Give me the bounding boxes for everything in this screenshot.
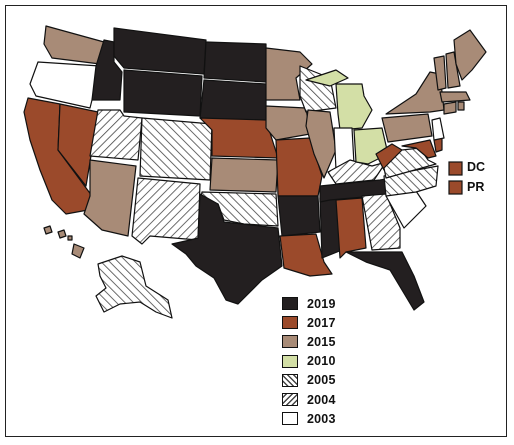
state-ak: [95, 255, 173, 319]
legend-item: 2004: [282, 390, 336, 409]
state-mi: [305, 69, 373, 131]
legend: 2019 2017 2015 2010 2005 2004 2003: [282, 294, 336, 428]
state-nh: [445, 51, 461, 89]
state-al: [335, 197, 367, 259]
territory-label-pr: PR: [467, 180, 485, 194]
legend-swatch-2015: [282, 335, 298, 349]
legend-swatch-2019: [282, 297, 298, 311]
state-ri: [457, 101, 465, 111]
state-la: [279, 233, 333, 277]
territory-label-dc: DC: [467, 160, 486, 174]
state-sd: [199, 79, 267, 123]
legend-item: 2003: [282, 409, 336, 428]
state-tx: [171, 193, 283, 305]
state-ks: [209, 157, 279, 193]
state-ut: [89, 109, 143, 161]
state-ct: [443, 101, 457, 115]
legend-item: 2017: [282, 313, 336, 332]
state-mn: [265, 47, 313, 101]
legend-item: 2005: [282, 371, 336, 390]
state-ar: [277, 195, 321, 237]
state-wy: [123, 69, 203, 117]
territory-swatch-pr: [448, 180, 463, 195]
legend-swatch-2003: [282, 412, 298, 426]
legend-label: 2005: [307, 373, 336, 388]
legend-label: 2010: [307, 354, 336, 369]
legend-item: 2010: [282, 352, 336, 371]
state-hi: [43, 225, 85, 259]
state-ne: [199, 117, 279, 159]
state-ia: [265, 105, 311, 141]
legend-swatch-2004: [282, 393, 298, 407]
legend-item: 2019: [282, 294, 336, 313]
state-wa: [43, 25, 105, 65]
state-md: [401, 139, 437, 159]
legend-label: 2003: [307, 411, 336, 426]
state-ma: [439, 91, 471, 103]
legend-label: 2017: [307, 315, 336, 330]
legend-label: 2015: [307, 334, 336, 349]
state-il: [305, 109, 337, 179]
territory-swatch-dc: [448, 161, 463, 176]
legend-label: 2019: [307, 296, 336, 311]
state-fl: [345, 251, 425, 311]
state-co: [139, 117, 213, 181]
legend-swatch-2010: [282, 354, 298, 368]
state-az: [83, 159, 137, 237]
state-nd: [203, 41, 267, 83]
state-ny: [385, 71, 445, 115]
state-ga: [361, 193, 401, 251]
legend-swatch-2017: [282, 316, 298, 330]
state-me: [453, 29, 487, 81]
state-nv: [57, 103, 99, 187]
state-mt: [113, 27, 207, 75]
state-nm: [131, 177, 201, 245]
state-va: [383, 147, 437, 179]
legend-item: 2015: [282, 332, 336, 351]
legend-label: 2004: [307, 392, 336, 407]
state-nj: [431, 117, 445, 141]
legend-swatch-2005: [282, 373, 298, 387]
state-vt: [433, 55, 447, 91]
state-pa: [381, 113, 433, 143]
